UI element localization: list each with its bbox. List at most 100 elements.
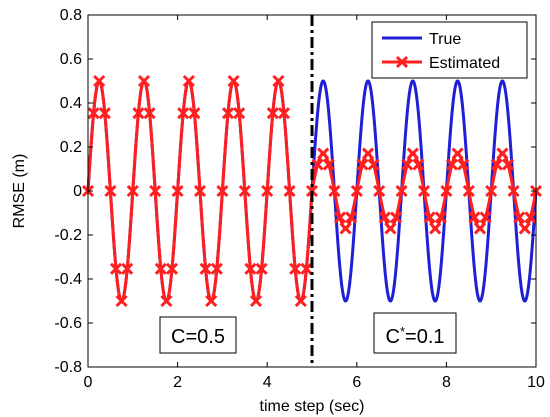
estimated-marker-7 (121, 262, 134, 275)
estimated-marker-67 (457, 158, 470, 171)
legend: True Estimated (371, 21, 528, 79)
estimated-marker-68 (462, 184, 475, 198)
estimated-marker-27 (233, 107, 246, 120)
estimated-marker-31 (255, 262, 268, 275)
estimated-marker-stroke-b-66 (451, 147, 464, 160)
estimated-marker-57 (401, 158, 414, 171)
estimated-marker-29 (244, 262, 257, 275)
estimated-marker-44 (328, 184, 341, 198)
estimated-marker-stroke-b-7 (121, 262, 134, 275)
x-axis-label: time step (sec) (260, 398, 365, 415)
estimated-marker-79 (524, 211, 537, 224)
estimated-marker-stroke-b-55 (389, 211, 403, 224)
estimated-marker-stroke-b-49 (356, 158, 369, 171)
legend-box (371, 21, 528, 79)
annotation-c-right-text: C*=0.1 (386, 324, 445, 349)
tick-layer: 0 2 4 6 8 10 -0.8 -0.6 -0.4 -0.2 0 0.2 0.4 0.6 0.8 (54, 7, 545, 391)
estimated-marker-69 (468, 211, 481, 224)
estimated-marker-6 (115, 294, 128, 308)
marker-layer (81, 74, 543, 308)
estimated-marker-stroke-b-53 (378, 211, 391, 224)
legend-estimated-marker (395, 55, 409, 69)
x-tick-label-0: 0 (84, 374, 93, 391)
estimated-marker-24 (216, 184, 229, 198)
x-tick-label-4: 8 (442, 374, 451, 391)
estimated-marker-66 (451, 147, 464, 160)
estimated-marker-stroke-b-75 (501, 158, 515, 171)
estimated-marker-stroke-b-46 (339, 222, 352, 235)
estimated-marker-46 (339, 222, 352, 235)
estimated-marker-stroke-b-10 (137, 74, 151, 88)
estimated-marker-stroke-b-35 (277, 107, 291, 120)
estimated-marker-stroke-b-15 (165, 262, 179, 275)
estimated-marker-28 (238, 184, 251, 198)
estimated-marker-52 (373, 184, 386, 198)
estimated-marker-stroke-b-48 (350, 184, 363, 198)
estimated-marker-stroke-b-43 (322, 158, 335, 171)
estimated-marker-stroke-b-1 (87, 107, 100, 120)
y-tick-label-2: -0.4 (54, 271, 82, 288)
estimated-marker-10 (137, 74, 151, 88)
estimated-marker-8 (126, 184, 139, 198)
estimated-marker-63 (434, 211, 447, 224)
estimated-marker-stroke-b-9 (132, 107, 145, 120)
estimated-marker-53 (378, 211, 391, 224)
estimated-marker-49 (356, 158, 369, 171)
estimated-marker-47 (345, 211, 358, 224)
estimated-marker-23 (210, 262, 223, 275)
estimated-marker-65 (445, 158, 459, 171)
legend-true-label: True (429, 31, 461, 48)
estimated-marker-stroke-b-50 (361, 147, 375, 160)
estimated-marker-37 (289, 262, 302, 275)
estimated-marker-stroke-b-23 (210, 262, 223, 275)
estimated-marker-9 (132, 107, 145, 120)
estimated-marker-77 (513, 211, 526, 224)
estimated-marker-58 (406, 147, 419, 160)
estimated-marker-20 (193, 184, 207, 198)
estimated-marker-2 (93, 74, 106, 88)
estimated-marker-stroke-b-14 (160, 294, 173, 308)
estimated-marker-stroke-b-17 (177, 107, 190, 120)
x-tick-label-1: 2 (173, 374, 182, 391)
estimated-marker-38 (294, 294, 307, 308)
estimated-marker-26 (227, 74, 240, 88)
estimated-marker-stroke-b-68 (462, 184, 475, 198)
estimated-marker-stroke-b-13 (154, 262, 167, 275)
y-tick-label-3: -0.2 (54, 227, 82, 244)
estimated-marker-61 (423, 211, 436, 224)
estimated-marker-74 (496, 147, 509, 160)
estimated-marker-64 (440, 184, 453, 198)
estimated-marker-stroke-b-69 (468, 211, 481, 224)
estimated-marker-stroke-b-37 (289, 262, 302, 275)
y-tick-label-1: -0.6 (54, 315, 82, 332)
estimated-marker-stroke-b-34 (272, 74, 285, 88)
estimated-marker-stroke-b-29 (244, 262, 257, 275)
estimated-marker-32 (261, 184, 274, 198)
estimated-marker-stroke-b-58 (406, 147, 419, 160)
estimated-marker-12 (149, 184, 162, 198)
estimated-marker-3 (98, 107, 111, 120)
y-tick-label-4: 0 (73, 183, 82, 200)
estimated-marker-stroke-b-57 (401, 158, 414, 171)
annotation-c-right: C*=0.1 (373, 312, 457, 354)
x-tick-label-2: 4 (263, 374, 272, 391)
estimated-marker-1 (87, 107, 100, 120)
estimated-marker-stroke-b-20 (193, 184, 207, 198)
estimated-marker-15 (165, 262, 179, 275)
estimated-marker-19 (188, 107, 201, 120)
y-axis-label: RMSE (m) (11, 154, 28, 229)
estimated-marker-5 (109, 262, 123, 275)
estimated-marker-70 (473, 222, 487, 235)
estimated-marker-78 (518, 222, 531, 235)
estimated-marker-stroke-b-65 (445, 158, 459, 171)
estimated-marker-62 (429, 222, 442, 235)
estimated-marker-stroke-b-18 (182, 74, 195, 88)
estimated-marker-stroke-b-32 (261, 184, 274, 198)
estimated-marker-stroke-b-77 (513, 211, 526, 224)
y-tick-label-8: 0.8 (60, 7, 82, 24)
estimated-marker-stroke-b-30 (249, 294, 263, 308)
annotation-c-right-superscript: * (400, 324, 405, 339)
estimated-marker-stroke-b-16 (171, 184, 184, 198)
estimated-marker-stroke-b-74 (496, 147, 509, 160)
estimated-marker-stroke-b-38 (294, 294, 307, 308)
